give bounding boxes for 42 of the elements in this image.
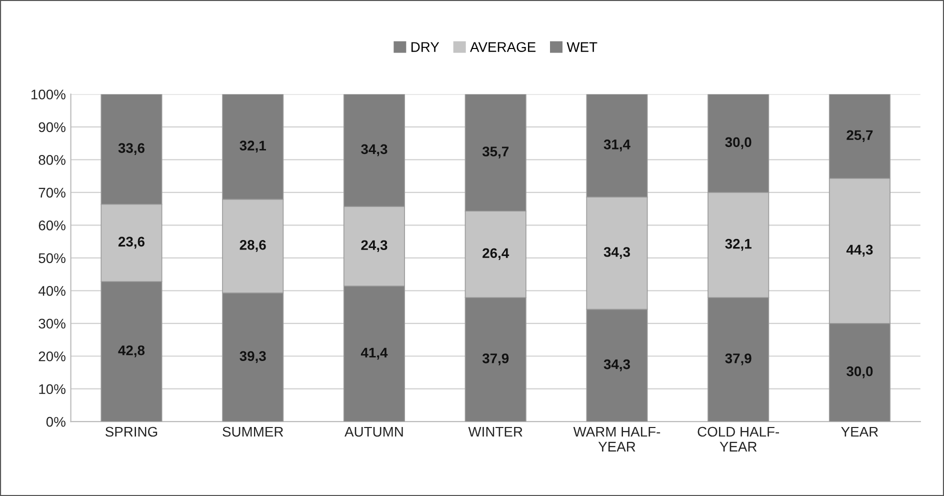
y-tick-label: 0% <box>46 416 66 427</box>
x-tick-label: WINTER <box>468 426 522 437</box>
data-label: 44,3 <box>846 244 873 257</box>
data-label: 32,1 <box>240 140 266 153</box>
data-label: 34,3 <box>604 359 630 372</box>
y-tick-label: 50% <box>38 253 66 264</box>
data-label: 28,6 <box>240 240 266 252</box>
legend-label: AVERAGE <box>470 42 536 52</box>
y-tick-label: 20% <box>38 351 66 362</box>
data-label: 42,8 <box>118 345 145 358</box>
y-tick-label: 40% <box>38 286 66 296</box>
data-label: 37,9 <box>725 353 752 366</box>
data-label: 24,3 <box>361 240 388 252</box>
data-label: 32,1 <box>725 238 752 251</box>
data-label: 33,6 <box>118 143 144 155</box>
data-label: 37,9 <box>482 353 509 366</box>
x-tick-label: YEAR <box>841 426 878 437</box>
y-tick-label: 100% <box>31 90 66 100</box>
x-tick-label: AUTUMN <box>344 426 403 437</box>
legend-label: DRY <box>411 42 440 52</box>
y-tick-label: 30% <box>38 318 66 329</box>
data-label: 34,3 <box>604 247 630 259</box>
data-label: 30,0 <box>725 137 752 150</box>
y-tick-label: 70% <box>38 188 66 198</box>
data-label: 35,7 <box>482 146 509 158</box>
y-tick-label: 10% <box>39 384 66 394</box>
x-tick-label: SPRING <box>105 426 158 437</box>
x-tick-label: COLD HALF- YEAR <box>698 426 780 452</box>
y-tick-label: 80% <box>38 155 66 165</box>
data-label: 23,6 <box>118 236 144 249</box>
data-label: 39,3 <box>240 351 266 364</box>
data-label: 30,0 <box>846 366 873 378</box>
x-tick-label: SUMMER <box>222 426 284 437</box>
data-label: 25,7 <box>846 130 873 142</box>
data-label: 31,4 <box>604 140 630 152</box>
x-tick-label: WARM HALF- YEAR <box>573 426 660 452</box>
y-tick-label: 60% <box>38 220 66 230</box>
y-tick-label: 90% <box>38 122 66 132</box>
data-label: 41,4 <box>360 348 388 360</box>
data-label: 26,4 <box>482 248 510 260</box>
legend-label: WET <box>566 42 598 52</box>
data-label: 34,3 <box>361 144 388 156</box>
